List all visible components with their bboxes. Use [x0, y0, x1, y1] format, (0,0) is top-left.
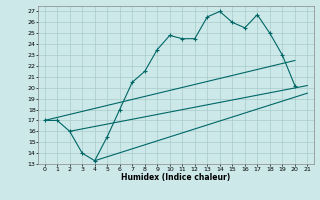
X-axis label: Humidex (Indice chaleur): Humidex (Indice chaleur) — [121, 173, 231, 182]
